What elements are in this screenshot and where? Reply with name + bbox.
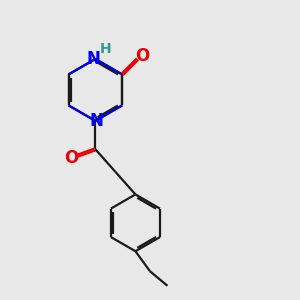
Text: H: H: [100, 42, 111, 56]
Text: O: O: [64, 148, 79, 166]
Text: N: N: [89, 112, 103, 130]
Text: O: O: [135, 47, 149, 65]
Text: N: N: [87, 50, 100, 68]
